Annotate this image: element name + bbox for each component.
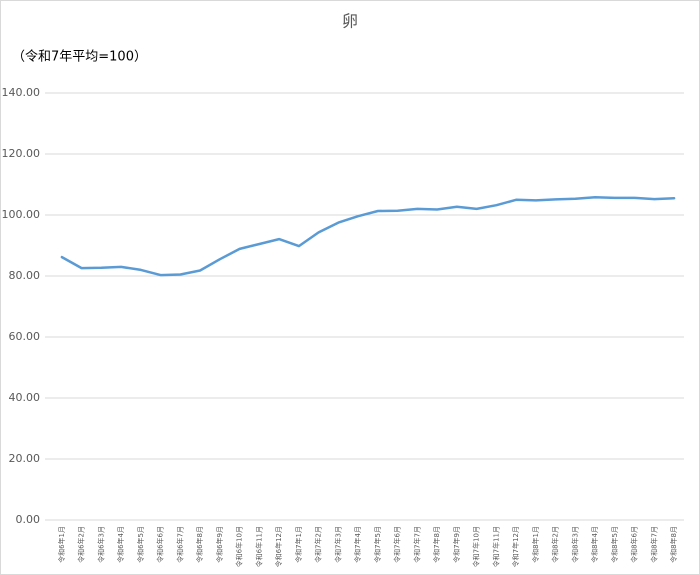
x-tick-label: 令和7年10月 bbox=[472, 526, 481, 567]
data-line bbox=[60, 196, 676, 277]
x-tick-label: 令和8年1月 bbox=[531, 526, 540, 563]
x-tick-label: 令和8年2月 bbox=[551, 526, 560, 563]
x-tick-label: 令和7年4月 bbox=[353, 526, 362, 563]
x-tick-label: 令和8年6月 bbox=[630, 526, 639, 563]
x-tick-label: 令和6年12月 bbox=[274, 526, 283, 567]
x-tick-label: 令和7年12月 bbox=[511, 526, 520, 567]
y-tick-label: 140.00 bbox=[2, 86, 41, 99]
x-tick-label: 令和7年9月 bbox=[452, 526, 461, 563]
x-tick-label: 令和8年7月 bbox=[649, 526, 658, 563]
x-tick-label: 令和6年3月 bbox=[96, 526, 105, 563]
y-tick-label: 100.00 bbox=[2, 208, 41, 221]
chart-subtitle: （令和7年平均=100） bbox=[12, 50, 147, 65]
y-tick-label: 20.00 bbox=[9, 452, 41, 465]
x-tick-label: 令和6年6月 bbox=[156, 526, 165, 563]
x-tick-label: 令和7年7月 bbox=[412, 526, 421, 563]
x-tick-label: 令和6年9月 bbox=[215, 526, 224, 563]
x-tick-label: 令和6年10月 bbox=[235, 526, 244, 567]
y-tick-label: 60.00 bbox=[9, 330, 41, 343]
x-tick-label: 令和7年2月 bbox=[314, 526, 323, 563]
x-tick-label: 令和7年8月 bbox=[432, 526, 441, 563]
x-tick-label: 令和6年2月 bbox=[77, 526, 86, 563]
y-tick-label: 40.00 bbox=[9, 391, 41, 404]
x-tick-label: 令和8年5月 bbox=[610, 526, 619, 563]
x-tick-label: 令和7年11月 bbox=[491, 526, 500, 567]
x-tick-label: 令和8年4月 bbox=[590, 526, 599, 563]
x-tick-label: 令和6年11月 bbox=[254, 526, 263, 567]
x-tick-label: 令和7年6月 bbox=[393, 526, 402, 563]
y-tick-label: 120.00 bbox=[2, 147, 41, 160]
x-tick-label: 令和7年5月 bbox=[373, 526, 382, 563]
chart-title: 卵 bbox=[342, 12, 358, 31]
x-tick-label: 令和6年1月 bbox=[57, 526, 66, 563]
x-tick-label: 令和6年4月 bbox=[116, 526, 125, 563]
y-tick-label: 0.00 bbox=[16, 513, 41, 526]
y-tick-label: 80.00 bbox=[9, 269, 41, 282]
x-tick-label: 令和7年1月 bbox=[294, 526, 303, 563]
x-tick-label: 令和6年8月 bbox=[195, 526, 204, 563]
x-tick-label: 令和6年7月 bbox=[175, 526, 184, 563]
x-tick-label: 令和8年8月 bbox=[669, 526, 678, 563]
x-tick-label: 令和6年5月 bbox=[136, 526, 145, 563]
x-tick-label: 令和7年3月 bbox=[333, 526, 342, 563]
x-tick-label: 令和8年3月 bbox=[570, 526, 579, 563]
